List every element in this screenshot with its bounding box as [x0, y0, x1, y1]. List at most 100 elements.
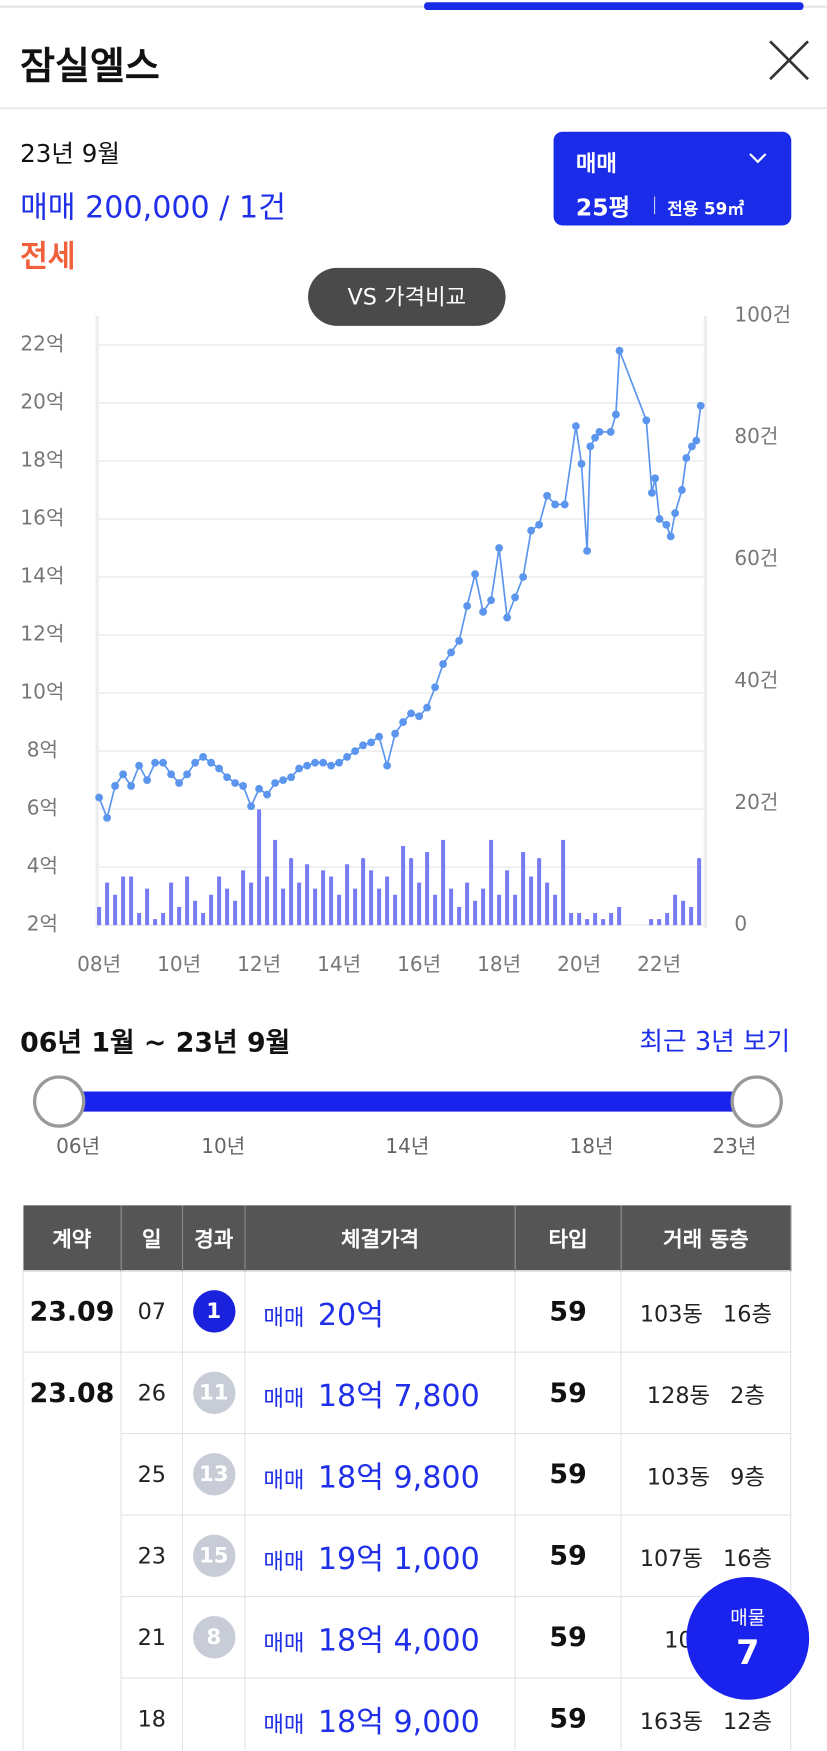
- fab-label: 매물: [730, 1607, 766, 1630]
- price-point: [255, 784, 264, 793]
- listing-fab[interactable]: 매물 7: [686, 1576, 810, 1700]
- column-header: 체결가격: [244, 1205, 516, 1271]
- deal-type: 매매: [263, 1628, 305, 1656]
- column-header: 거래 동층: [621, 1205, 792, 1271]
- price-point: [279, 776, 288, 785]
- y2-tick-label: 20건: [734, 790, 778, 814]
- close-button[interactable]: [766, 38, 813, 83]
- volume-bar: [265, 876, 270, 926]
- volume-bar: [433, 894, 438, 926]
- type-cell: 59: [514, 1677, 622, 1750]
- price-line: [98, 350, 702, 821]
- price-point: [319, 758, 328, 767]
- x-tick-label: 18년: [477, 952, 521, 976]
- range-tick-label: 10년: [201, 1134, 245, 1158]
- tab-indicator: [424, 2, 804, 11]
- type-selector[interactable]: 매매 25평 전용 59㎡: [553, 131, 792, 226]
- volume-bar: [345, 864, 350, 926]
- price-point: [359, 741, 368, 750]
- volume-bar: [337, 894, 342, 926]
- volume-bar: [577, 913, 582, 926]
- top-rule: [0, 5, 827, 8]
- price-point: [199, 753, 208, 761]
- volume-bar: [129, 876, 134, 926]
- elapsed-badge: 15: [192, 1534, 235, 1577]
- compare-button[interactable]: VS 가격비교: [308, 267, 506, 326]
- price-point: [367, 738, 376, 747]
- volume-bar: [185, 876, 190, 926]
- volume-bar: [401, 845, 406, 926]
- dong: 107동: [639, 1544, 703, 1571]
- deal-row[interactable]: 25 13 매매 18억 9,800 59 103동 9층: [22, 1433, 792, 1516]
- volume-bar: [481, 888, 486, 926]
- price-cell: 매매 19억 1,000: [244, 1514, 516, 1598]
- volume-bar: [617, 906, 622, 926]
- deal-row[interactable]: 23 15 매매 19억 1,000 59 107동 16층: [22, 1514, 792, 1598]
- volume-bar: [673, 894, 678, 926]
- price-point: [239, 782, 248, 790]
- type-cell: 59: [514, 1514, 622, 1598]
- volume-bar: [137, 913, 142, 926]
- volume-bar: [457, 906, 462, 926]
- deal-type: 매매: [263, 1384, 305, 1412]
- deal-price: 20억: [317, 1297, 384, 1333]
- price-point: [399, 718, 408, 726]
- day-cell: 21: [120, 1595, 184, 1679]
- price-cell: 매매 18억 9,800: [244, 1433, 516, 1516]
- volume-bar: [537, 858, 542, 926]
- price-point: [612, 410, 620, 419]
- location-cell: 163동 12층: [620, 1677, 792, 1750]
- y2-tick-label: 100건: [734, 302, 791, 326]
- deal-row[interactable]: 18 매매 18억 9,000 59 163동 12층: [22, 1677, 792, 1750]
- deal-row[interactable]: 23.08 26 11 매매 18억 7,800 59 128동 2층: [22, 1351, 792, 1435]
- y-tick-label: 4억: [27, 854, 58, 878]
- price-point: [223, 773, 232, 782]
- price-point: [696, 401, 705, 410]
- recent-button[interactable]: 최근 3년 보기: [639, 1027, 791, 1057]
- deal-row[interactable]: 23.09 07 1 매매 20억 59 103동 16층: [22, 1270, 792, 1353]
- volume-bar: [225, 888, 230, 926]
- price-point: [295, 764, 304, 773]
- price-point: [595, 428, 604, 436]
- volume-bar: [497, 894, 502, 926]
- chevron: [749, 153, 767, 164]
- volume-bar: [513, 894, 518, 926]
- range-handle[interactable]: [730, 1075, 783, 1128]
- price-cell: 매매 18억 7,800: [244, 1351, 516, 1435]
- price-point: [439, 660, 448, 668]
- range-label: 06년 1월 ~ 23년 9월: [20, 1026, 291, 1059]
- price-point: [527, 526, 536, 535]
- price-point: [586, 442, 595, 451]
- volume-bar: [153, 919, 158, 926]
- volume-bar: [545, 882, 550, 926]
- price-cell: 매매 18억 4,000: [244, 1595, 516, 1679]
- price-point: [287, 773, 296, 782]
- deal-type: 매매: [263, 1303, 305, 1330]
- price-point: [231, 779, 240, 787]
- price-point: [479, 607, 488, 616]
- volume-bar: [665, 913, 670, 926]
- volume-bar: [441, 839, 446, 926]
- header-row: 계약 일 경과 체결가격 타입 거래 동층: [22, 1205, 792, 1271]
- volume-bar: [649, 919, 654, 926]
- volume-bar: [689, 906, 694, 926]
- volume-bar: [369, 870, 374, 926]
- price-point: [692, 436, 701, 445]
- location-cell: 103동 16층: [620, 1270, 792, 1353]
- price-point: [343, 753, 352, 761]
- price-point: [583, 546, 592, 555]
- price-point: [591, 433, 600, 442]
- price-point: [572, 422, 580, 431]
- summary-jeonse[interactable]: 전세: [20, 239, 76, 275]
- price-point: [642, 416, 651, 425]
- contract-cell: 23.08: [22, 1351, 122, 1434]
- y2-tick-label: 60건: [734, 546, 778, 570]
- range-handle[interactable]: [32, 1075, 86, 1128]
- volume-bar: [305, 864, 310, 926]
- x-tick-label: 22년: [637, 952, 681, 976]
- price-point: [351, 747, 360, 756]
- deal-type: 매매: [263, 1710, 305, 1738]
- range-tick-label: 06년: [56, 1134, 100, 1158]
- title: 잠실엘스: [20, 44, 160, 90]
